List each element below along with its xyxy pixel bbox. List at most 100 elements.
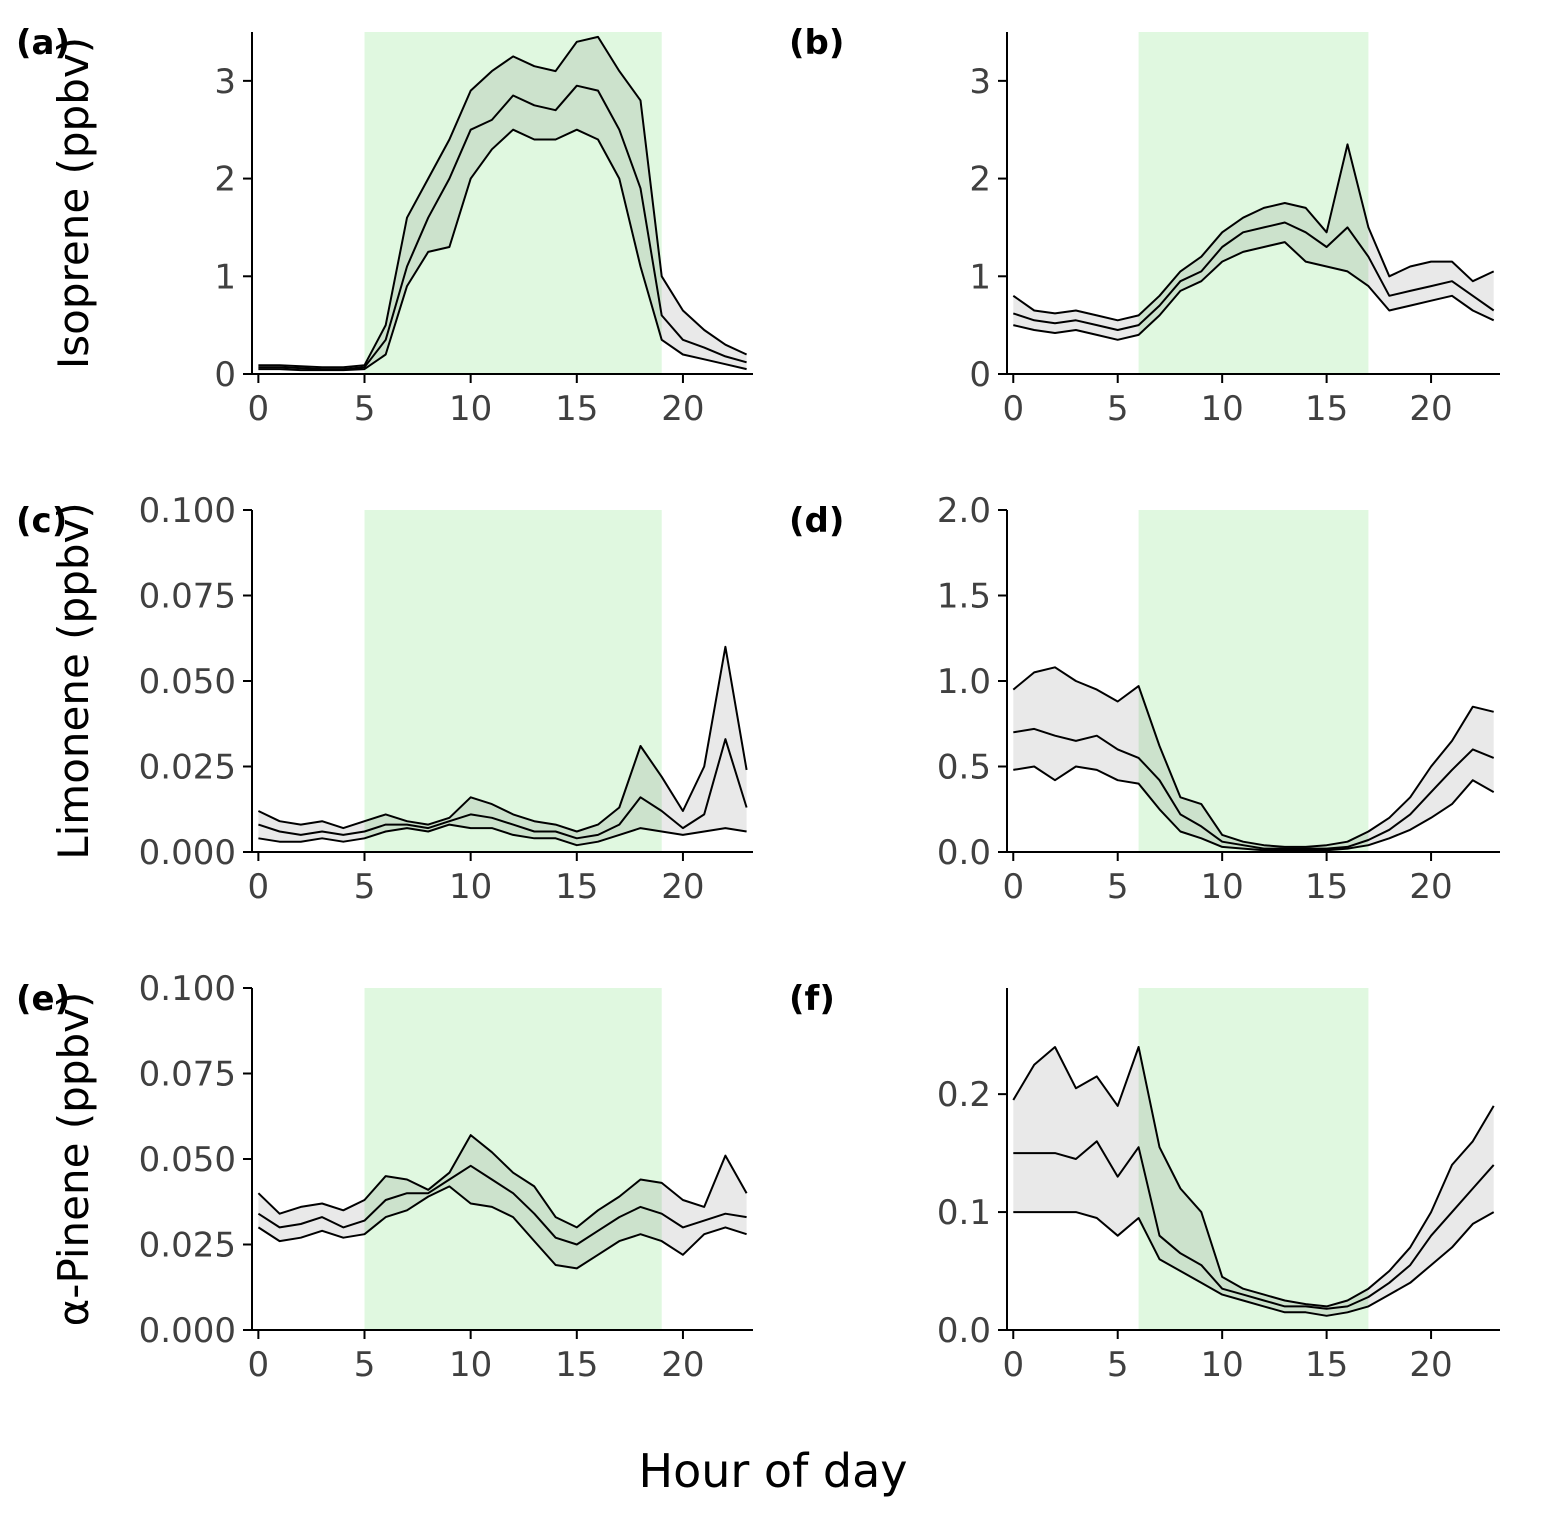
y-tick-label: 1: [214, 257, 236, 297]
series-line-median: [1013, 727, 1495, 850]
series-line-median: [1012, 221, 1495, 331]
series-line-upper: [258, 35, 748, 369]
series-line-lower: [1013, 241, 1495, 341]
x-tick-label: 0: [248, 1345, 270, 1385]
x-tick-label: 5: [354, 389, 376, 429]
y-tick-label: 0.5: [937, 748, 991, 788]
x-tick-label: 5: [354, 1345, 376, 1385]
series-line-lower: [257, 1185, 747, 1270]
x-tick-label: 0: [1002, 389, 1024, 429]
quantile-ribbon: [258, 646, 747, 846]
x-tick-label: 15: [1305, 1345, 1348, 1385]
x-tick-label: 10: [1201, 389, 1244, 429]
y-tick-label: 0.025: [139, 1226, 236, 1266]
x-tick-label: 20: [661, 1345, 704, 1385]
y-tick-label: 0.050: [139, 662, 236, 702]
x-axis-title: Hour of day: [638, 1444, 908, 1498]
daytime-shaded-region: [1138, 988, 1369, 1330]
y-tick-label: 0.075: [139, 1055, 236, 1095]
y-axis-title-e: α-Pinene (ppbv): [49, 992, 98, 1327]
y-axis-title-a: Isoprene (ppbv): [49, 37, 98, 369]
daytime-shaded-region: [1138, 32, 1369, 374]
panel-label-b: (b): [789, 23, 844, 63]
x-tick-label: 5: [1107, 389, 1129, 429]
series-line-median: [258, 84, 747, 371]
panel-label-a: (a): [16, 23, 70, 63]
x-tick-label: 15: [555, 389, 598, 429]
quantile-ribbon: [1013, 1047, 1494, 1316]
series-line-upper: [257, 1134, 748, 1229]
x-tick-label: 15: [555, 1345, 598, 1385]
x-tick-label: 15: [1305, 389, 1348, 429]
x-tick-label: 0: [248, 867, 270, 907]
y-tick-label: 0.100: [139, 969, 236, 1009]
y-tick-label: 0.0: [937, 1311, 991, 1351]
quantile-ribbon: [258, 36, 747, 371]
chart-panel-d: 0.0 0.5 1.0 1.5 2.0 0 5 10 15 20 (d): [773, 478, 1546, 956]
x-tick-label: 15: [555, 867, 598, 907]
daytime-shaded-region: [1138, 510, 1369, 852]
y-tick-label: 0.050: [139, 1140, 236, 1180]
y-tick-label: 2: [969, 160, 991, 200]
x-tick-label: 10: [449, 389, 492, 429]
series-line-upper: [1012, 143, 1495, 322]
x-tick-label: 20: [1409, 1345, 1452, 1385]
x-tick-label: 10: [449, 1345, 492, 1385]
panel-label-e: (e): [16, 979, 70, 1019]
row-alpha-pinene: 0.000 0.025 0.050 0.075 0.100 0 5 10 15 20 (e) α-Pi…: [0, 956, 1546, 1434]
panel-label-f: (f): [789, 979, 835, 1019]
x-tick-label: 10: [1201, 867, 1244, 907]
series-line-upper: [1012, 666, 1494, 848]
chart-panel-e: 0.000 0.025 0.050 0.075 0.100 0 5 10 15 20 (e)α-Pi…: [0, 956, 773, 1434]
y-tick-label: 1.0: [937, 662, 991, 702]
y-tick-label: 3: [214, 62, 236, 102]
x-tick-label: 20: [661, 867, 704, 907]
y-tick-label: 3: [969, 62, 991, 102]
chart-panel-f: 0.0 0.1 0.2 0 5 10 15 20 (f): [773, 956, 1546, 1434]
x-tick-label: 10: [449, 867, 492, 907]
chart-panel-b: 0 1 2 3 0 5 10 15 20 (b): [773, 0, 1546, 478]
panel-label-d: (d): [789, 501, 844, 541]
series-line-lower: [1013, 765, 1495, 852]
x-tick-label: 20: [661, 389, 704, 429]
series-line-median: [257, 1164, 747, 1246]
y-tick-label: 0: [969, 355, 991, 395]
y-tick-label: 1.5: [937, 577, 991, 617]
series-line-median: [258, 738, 748, 840]
x-tick-label: 15: [1305, 867, 1348, 907]
series-line-lower: [258, 823, 747, 847]
x-tick-label: 10: [1201, 1345, 1244, 1385]
series-line-median: [1013, 1140, 1495, 1310]
x-tick-label: 0: [1002, 867, 1024, 907]
x-tick-label: 0: [1002, 1345, 1024, 1385]
y-tick-label: 0.000: [139, 1311, 236, 1351]
panel-label-c: (c): [16, 501, 67, 541]
daytime-shaded-region: [364, 988, 662, 1330]
x-tick-label: 5: [1107, 867, 1129, 907]
series-line-upper: [1012, 1046, 1495, 1308]
quantile-ribbon: [1013, 667, 1494, 851]
row-isoprene: 0 1 2 3 0 5 10 15 20 (a) Isoprene (ppbv) 0 1 2 3 0 5 10 1…: [0, 0, 1546, 478]
y-tick-label: 0.000: [139, 833, 236, 873]
y-tick-label: 0.0: [937, 833, 991, 873]
x-tick-label: 5: [1107, 1345, 1129, 1385]
y-tick-label: 1: [969, 257, 991, 297]
x-tick-label: 5: [354, 867, 376, 907]
series-line-upper: [257, 645, 748, 833]
chart-panel-a: 0 1 2 3 0 5 10 15 20 (a)Isoprene (ppbv): [0, 0, 773, 478]
y-tick-label: 0.1: [937, 1193, 991, 1233]
y-tick-label: 0.2: [937, 1075, 991, 1115]
y-axis-title-c: Limonene (ppbv): [49, 502, 98, 860]
y-tick-label: 0.025: [139, 748, 236, 788]
x-tick-label: 20: [1409, 867, 1452, 907]
y-tick-label: 2: [214, 160, 236, 200]
daytime-shaded-region: [364, 510, 662, 852]
row-limonene: 0.000 0.025 0.050 0.075 0.100 0 5 10 15 20 (c) Limo…: [0, 478, 1546, 956]
quantile-ribbon: [258, 1135, 747, 1269]
y-tick-label: 0.075: [139, 577, 236, 617]
y-tick-label: 0: [214, 355, 236, 395]
chart-panel-c: 0.000 0.025 0.050 0.075 0.100 0 5 10 15 20 (c)Limo…: [0, 478, 773, 956]
x-tick-label: 0: [248, 389, 270, 429]
y-tick-label: 0.100: [139, 491, 236, 531]
